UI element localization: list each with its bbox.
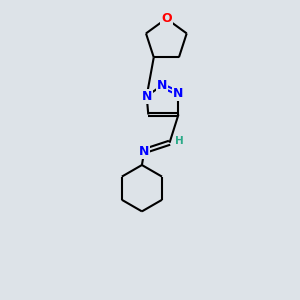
Text: H: H	[175, 136, 183, 146]
Text: N: N	[173, 87, 184, 100]
Text: N: N	[139, 145, 149, 158]
Text: O: O	[161, 12, 172, 25]
Text: N: N	[157, 79, 167, 92]
Text: N: N	[142, 90, 152, 103]
